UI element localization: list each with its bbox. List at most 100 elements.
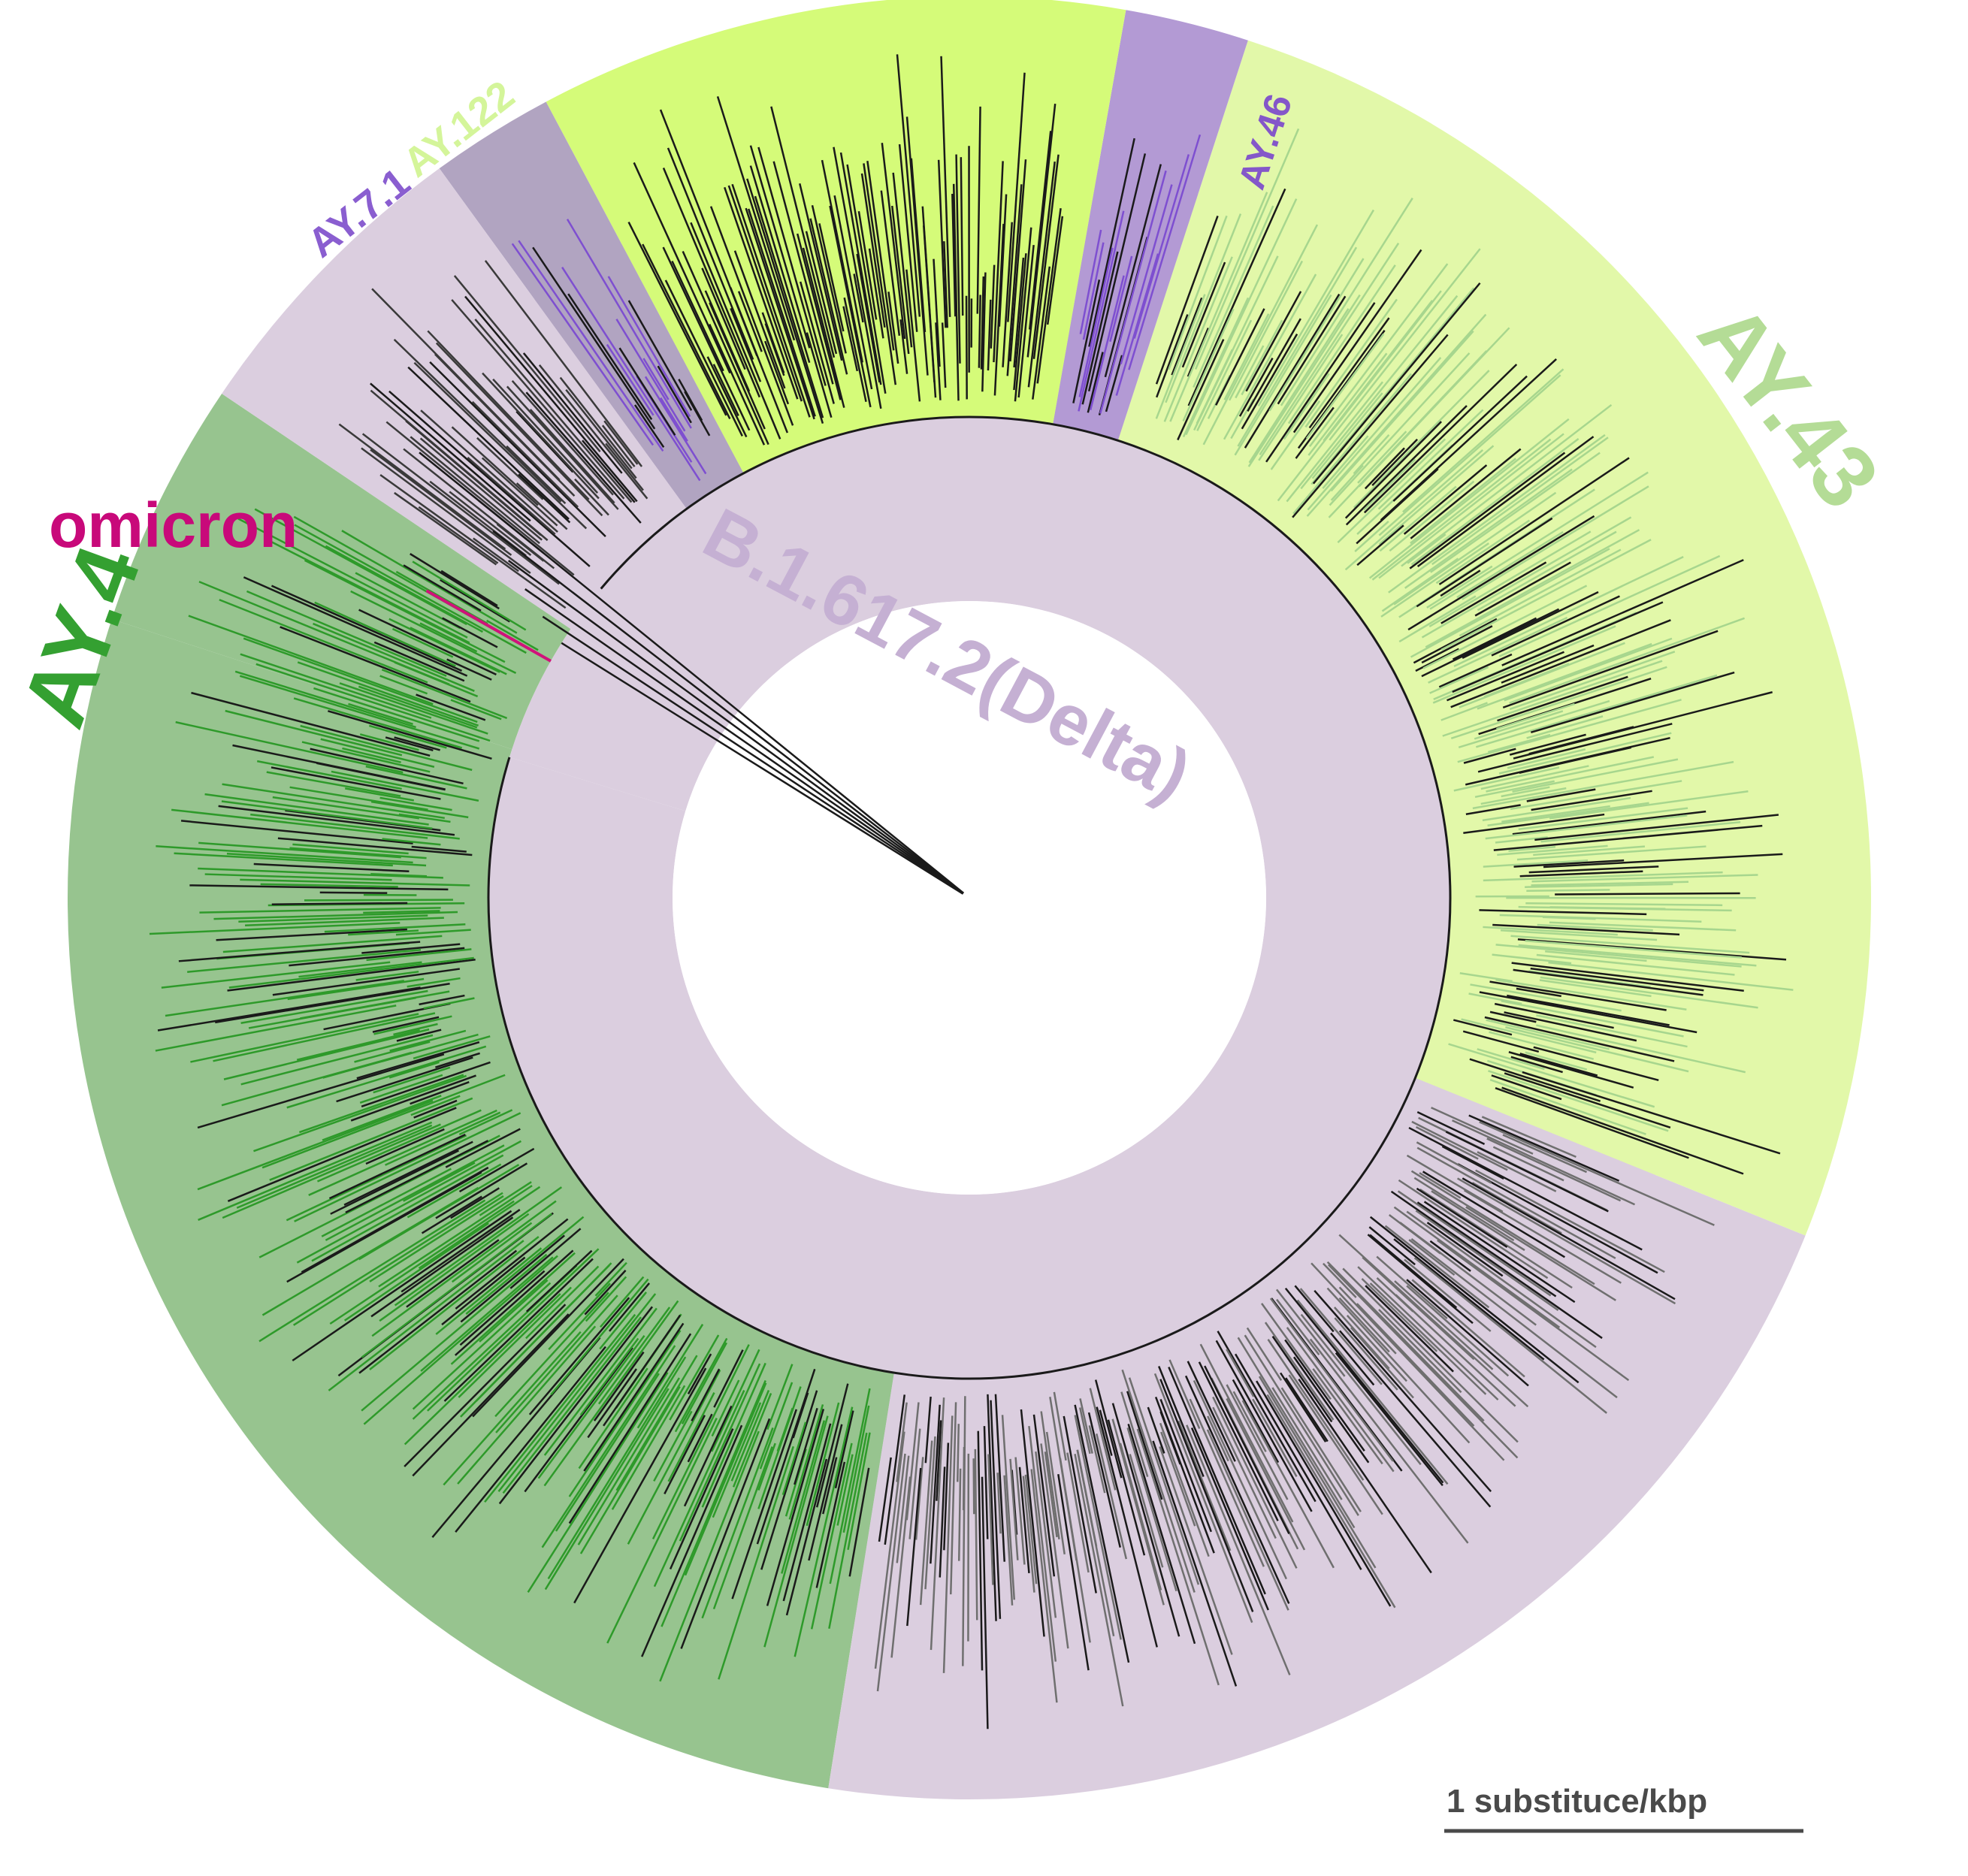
ay46-branch bbox=[1099, 170, 1167, 414]
ay4-branch bbox=[272, 968, 460, 996]
delta-branch bbox=[1426, 1222, 1504, 1277]
ay122-branch bbox=[842, 306, 859, 372]
delta-branch bbox=[1237, 1337, 1356, 1529]
ay43-branch bbox=[1410, 458, 1516, 545]
ay43-branch bbox=[1518, 905, 1732, 912]
delta-branch bbox=[1153, 1373, 1253, 1624]
ay122-branch bbox=[737, 291, 763, 352]
delta-branch bbox=[914, 1457, 924, 1540]
delta-branch bbox=[1300, 1313, 1422, 1466]
ay4-branch bbox=[701, 1362, 766, 1508]
ay122-branch bbox=[1027, 161, 1056, 388]
delta-branch bbox=[1416, 1201, 1557, 1297]
delta-branch bbox=[1294, 1285, 1335, 1333]
ay4-branch bbox=[382, 838, 441, 846]
delta-branch bbox=[1276, 1298, 1320, 1356]
ay122-branch bbox=[772, 161, 834, 385]
ay4-branch bbox=[455, 1346, 606, 1533]
ay4-branch bbox=[776, 1407, 794, 1452]
ay43-branch bbox=[1456, 530, 1564, 599]
ay43-branch bbox=[1459, 971, 1513, 983]
delta-branch bbox=[1413, 1257, 1607, 1414]
delta-branch bbox=[1369, 1234, 1458, 1309]
ay43-branch bbox=[1237, 246, 1358, 447]
delta-branch bbox=[996, 1473, 1002, 1534]
ay43-branch bbox=[1504, 637, 1673, 702]
ay4-branch bbox=[450, 1187, 500, 1219]
ay43-branch bbox=[1512, 810, 1707, 835]
ay43-branch bbox=[1368, 418, 1570, 579]
ay4-branch bbox=[292, 843, 409, 855]
ay4-branch bbox=[240, 878, 470, 887]
ay43-branch bbox=[1438, 653, 1513, 688]
ay43-branch bbox=[1465, 804, 1521, 815]
delta-branch bbox=[1406, 1285, 1510, 1377]
ay122-branch bbox=[1028, 131, 1052, 330]
ay4-branch bbox=[180, 820, 413, 844]
ay43-branch bbox=[1353, 370, 1490, 509]
ay43-branch bbox=[1489, 1079, 1646, 1135]
ay4-branch bbox=[236, 1124, 433, 1209]
delta-branch bbox=[1406, 1154, 1504, 1213]
ay4-branch bbox=[579, 1385, 681, 1554]
ay4-branch bbox=[848, 1467, 870, 1577]
ay43-branch bbox=[1398, 595, 1477, 643]
delta-branch bbox=[1204, 1365, 1290, 1534]
delta-branch bbox=[1328, 1264, 1519, 1459]
ay43-branch bbox=[1540, 820, 1741, 843]
ay43-branch bbox=[1440, 561, 1547, 624]
ay43-branch bbox=[1540, 976, 1758, 1009]
ay122-branch bbox=[709, 323, 766, 446]
ay43-branch bbox=[1413, 618, 1498, 664]
ay43-branch bbox=[1497, 844, 1608, 856]
ay4-branch bbox=[445, 1128, 521, 1168]
ay43-branch bbox=[1432, 625, 1616, 704]
ay4-branch bbox=[328, 710, 492, 760]
ay4-branch bbox=[321, 1168, 452, 1237]
delta-branch bbox=[1296, 1299, 1449, 1485]
ay4-branch bbox=[388, 618, 500, 673]
ay4-branch bbox=[667, 1392, 715, 1482]
ay4-branch bbox=[239, 675, 480, 750]
delta-branch bbox=[1120, 1391, 1149, 1478]
delta-branch bbox=[1212, 1396, 1298, 1569]
ay4-branch bbox=[441, 1256, 526, 1326]
ay43-branch bbox=[1497, 675, 1628, 722]
ay122-branch bbox=[990, 264, 996, 349]
ay122-branch bbox=[981, 272, 987, 392]
ay4-branch bbox=[484, 1313, 636, 1503]
ay43-branch bbox=[1495, 978, 1687, 1011]
ay43-branch bbox=[1402, 368, 1564, 513]
ay43-branch bbox=[1474, 710, 1564, 740]
ay4-branch bbox=[271, 585, 463, 672]
ay43-branch bbox=[1519, 746, 1632, 774]
ay43-branch bbox=[1462, 1030, 1540, 1053]
ay4-branch bbox=[329, 1200, 515, 1325]
ay122-branch bbox=[730, 307, 762, 382]
ay4-branch bbox=[495, 1294, 618, 1433]
delta-branch bbox=[1486, 1137, 1622, 1202]
ay43-branch bbox=[1463, 813, 1605, 834]
ay4-branch bbox=[287, 977, 425, 1001]
ay4-branch bbox=[451, 1222, 533, 1283]
ay4-branch bbox=[479, 1181, 532, 1216]
ay4-branch bbox=[766, 1364, 794, 1430]
ay43-branch bbox=[1504, 1072, 1671, 1129]
ay43-branch bbox=[1509, 617, 1746, 704]
ay122-branch bbox=[993, 223, 1005, 396]
ay43-branch bbox=[1461, 1018, 1597, 1054]
delta-upper-branch bbox=[370, 389, 549, 542]
ay4-branch bbox=[794, 1407, 818, 1485]
delta-branch bbox=[1266, 1394, 1396, 1609]
ay43-branch bbox=[1452, 617, 1537, 660]
ay43-branch bbox=[1459, 548, 1622, 637]
ay43-branch bbox=[1475, 674, 1718, 748]
ay43-branch bbox=[1353, 434, 1390, 475]
ay4-branch bbox=[348, 929, 419, 936]
ay43-branch bbox=[1483, 871, 1723, 882]
delta-branch bbox=[1177, 1420, 1232, 1551]
ay43-branch bbox=[1522, 1071, 1781, 1155]
ay43-branch bbox=[1185, 198, 1298, 436]
delta-upper-branch bbox=[515, 482, 568, 530]
ay122-branch bbox=[1017, 245, 1035, 398]
